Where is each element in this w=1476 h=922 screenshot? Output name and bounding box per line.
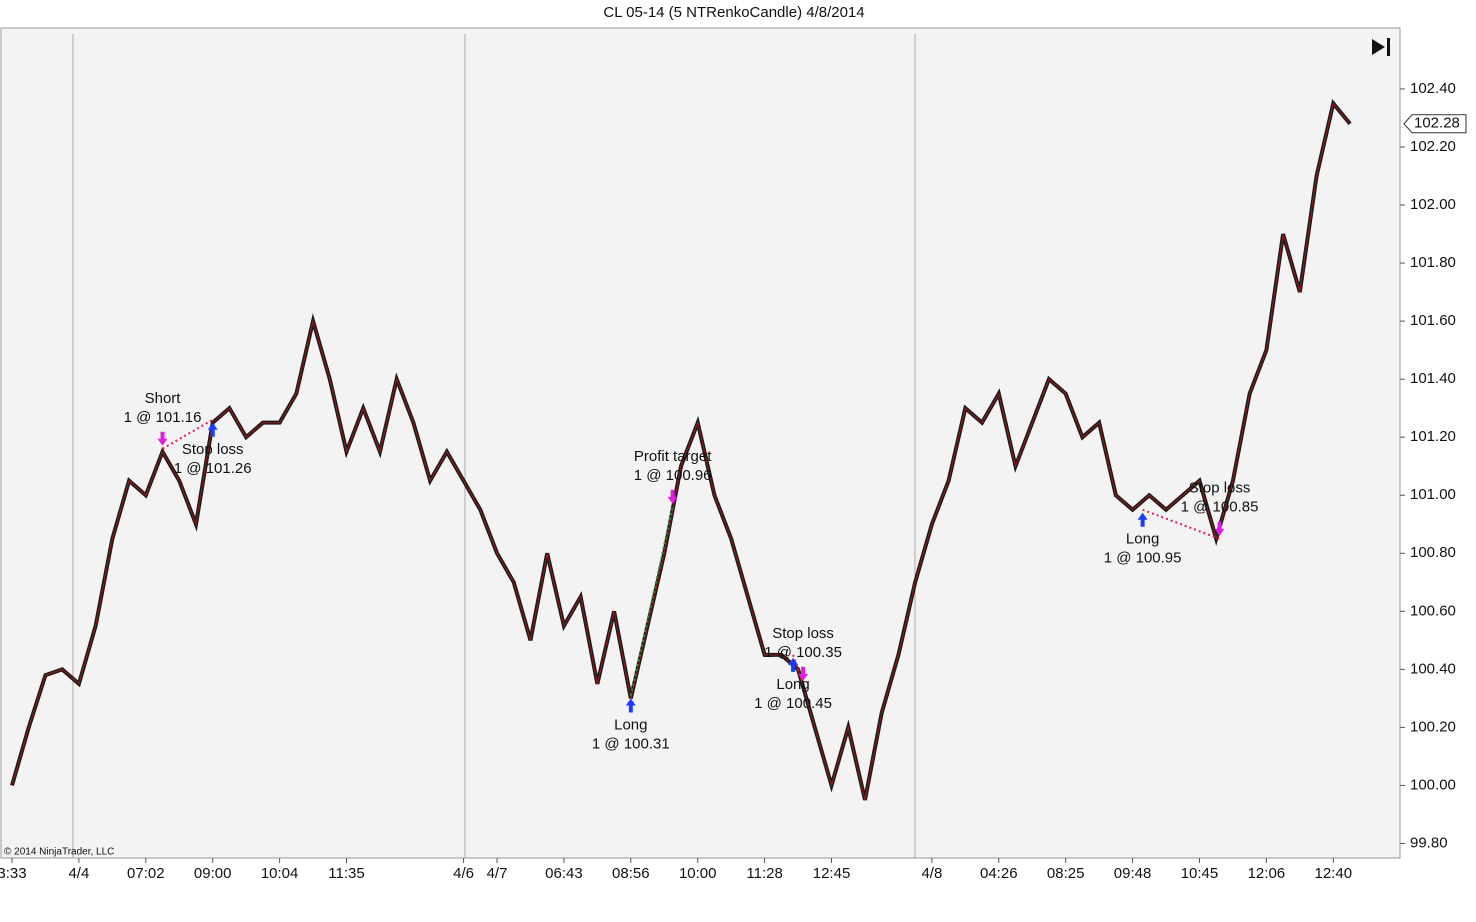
trade-arrow	[667, 489, 678, 504]
y-tick-label: 100.20	[1410, 718, 1456, 735]
y-tick-label: 100.80	[1410, 544, 1456, 561]
trade-detail: 1 @ 100.96	[634, 467, 712, 484]
x-tick-label: 11:28	[746, 865, 782, 882]
x-tick-label: 10:45	[1181, 865, 1219, 882]
x-tick-label: 10:00	[679, 865, 717, 882]
copyright: © 2014 NinjaTrader, LLC	[4, 847, 114, 858]
x-tick-label: 12:45	[813, 865, 851, 882]
y-tick-label: 102.00	[1410, 196, 1456, 213]
y-tick-label: 101.00	[1410, 486, 1456, 503]
x-tick-label: 4/6	[453, 865, 474, 882]
trade-name: Long	[776, 676, 809, 693]
chart-title: CL 05-14 (5 NTRenkoCandle) 4/8/2014	[603, 4, 864, 21]
y-tick-label: 101.40	[1410, 370, 1456, 387]
trade-name: Long	[1126, 531, 1159, 548]
trade-arrow	[1214, 521, 1225, 536]
x-tick-label: 10:04	[261, 865, 299, 882]
scroll-end-icon[interactable]	[1372, 38, 1390, 56]
y-tick-label: 100.00	[1410, 776, 1456, 793]
x-tick-label: 4/7	[487, 865, 508, 882]
trade-detail: 1 @ 100.95	[1104, 550, 1182, 567]
trade-name: Stop loss	[1189, 480, 1251, 497]
y-tick-label: 101.20	[1410, 428, 1456, 445]
trade-arrow	[207, 422, 218, 437]
x-tick-label: 09:48	[1114, 865, 1152, 882]
last-price-label: 102.28	[1414, 115, 1460, 132]
x-tick-label: 3:33	[0, 865, 27, 882]
x-tick-label: 4/4	[68, 865, 89, 882]
y-tick-label: 102.20	[1410, 138, 1456, 155]
trade-name: Long	[614, 716, 647, 733]
trade-arrow	[157, 431, 168, 446]
x-tick-label: 06:43	[545, 865, 583, 882]
x-tick-label: 08:56	[612, 865, 650, 882]
trade-detail: 1 @ 100.31	[592, 735, 670, 752]
trade-detail: 1 @ 100.85	[1181, 499, 1259, 516]
y-tick-label: 101.80	[1410, 254, 1456, 271]
trade-connector	[792, 654, 805, 685]
x-tick-label: 08:25	[1047, 865, 1085, 882]
x-tick-label: 07:02	[127, 865, 165, 882]
x-tick-label: 4/8	[921, 865, 942, 882]
trade-arrow	[788, 657, 799, 672]
trade-arrow	[625, 698, 636, 713]
trade-name: Stop loss	[772, 625, 834, 642]
trade-detail: 1 @ 100.35	[764, 644, 842, 661]
trade-detail: 1 @ 100.45	[754, 695, 832, 712]
x-tick-label: 12:06	[1248, 865, 1286, 882]
x-tick-label: 04:26	[980, 865, 1018, 882]
y-tick-label: 101.60	[1410, 312, 1456, 329]
y-tick-label: 99.80	[1410, 834, 1448, 851]
trade-name: Short	[145, 390, 182, 407]
x-tick-label: 09:00	[194, 865, 232, 882]
y-tick-label: 100.60	[1410, 602, 1456, 619]
x-tick-label: 11:35	[328, 865, 364, 882]
trade-name: Profit target	[634, 448, 712, 465]
price-line	[11, 102, 1351, 801]
x-tick-label: 12:40	[1315, 865, 1353, 882]
trade-connector	[629, 506, 674, 696]
trade-arrow	[1137, 512, 1148, 527]
last-price-tag	[1403, 114, 1467, 134]
trade-detail: 1 @ 101.16	[124, 409, 202, 426]
y-tick-label: 100.40	[1410, 660, 1456, 677]
trade-detail: 1 @ 101.26	[174, 460, 252, 477]
trade-connector	[1142, 508, 1220, 540]
trade-arrow	[798, 666, 809, 681]
y-tick-label: 102.40	[1410, 80, 1456, 97]
trade-name: Stop loss	[182, 441, 244, 458]
